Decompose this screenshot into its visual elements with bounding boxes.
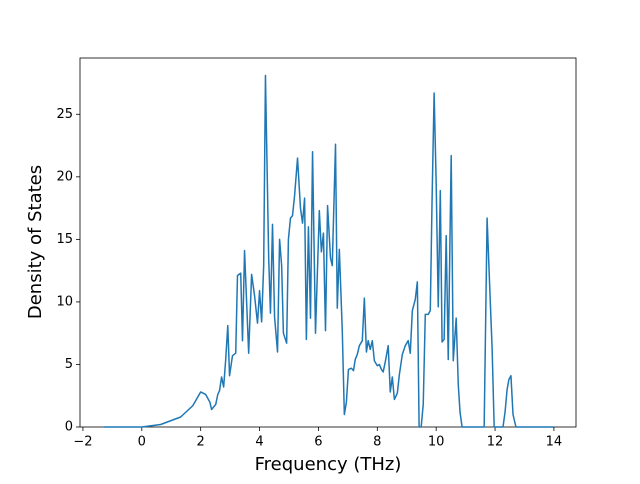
y-tick-label: 10 [56,294,73,309]
y-tick-label: 15 [56,232,73,247]
x-tick-label: 12 [487,435,504,450]
x-tick-label: 8 [373,435,381,450]
y-axis-label: Density of States [25,165,46,319]
y-tick-label: 0 [65,420,73,435]
y-tick-label: 20 [56,169,73,184]
x-tick-label: −2 [73,435,92,450]
x-tick-label: 4 [255,435,263,450]
x-tick-label: 10 [428,435,445,450]
y-tick-label: 25 [56,107,73,122]
data-line [103,74,554,428]
x-axis-label: Frequency (THz) [255,454,402,475]
x-tick-label: 0 [138,435,146,450]
x-tick-label: 14 [546,435,563,450]
plot-frame [79,57,577,428]
x-tick-label: 6 [314,435,322,450]
x-tick-label: 2 [197,435,205,450]
y-tick-label: 5 [65,357,73,372]
